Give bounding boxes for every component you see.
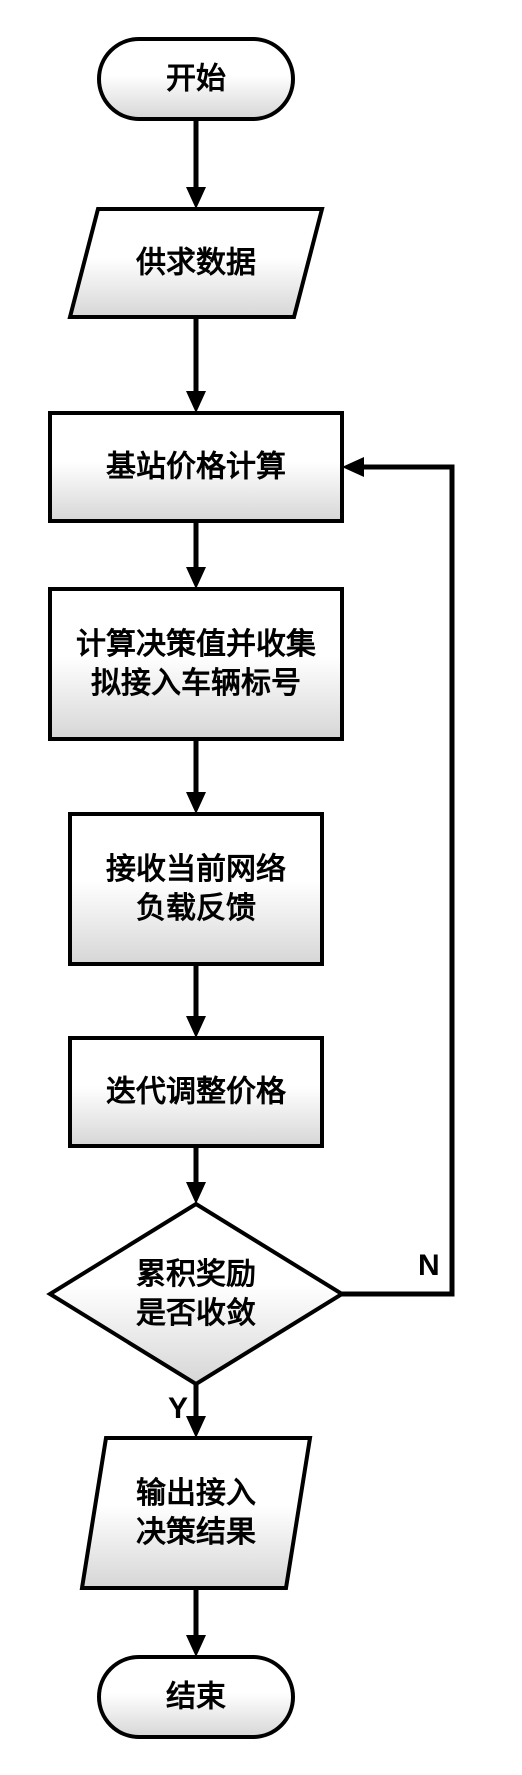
node-proc2: 计算决策值并收集拟接入车辆标号 [50, 589, 342, 739]
node-shape-io_out [82, 1438, 310, 1588]
node-label-proc2: 计算决策值并收集 [76, 627, 317, 661]
node-label-io_in: 供求数据 [135, 247, 256, 280]
node-label-proc1: 基站价格计算 [106, 450, 286, 484]
node-start: 开始 [99, 39, 293, 119]
node-decision: 累积奖励是否收敛 [50, 1204, 342, 1384]
node-label-proc3: 接收当前网络 [106, 852, 286, 886]
node-shape-proc2 [50, 589, 342, 739]
node-label-start: 开始 [166, 63, 226, 96]
node-label-io_out: 决策结果 [136, 1515, 256, 1549]
node-label-proc3: 负载反馈 [136, 892, 256, 925]
node-io_out: 输出接入决策结果 [82, 1438, 310, 1588]
edge-label-N: N [418, 1249, 440, 1282]
node-label-decision: 是否收敛 [136, 1296, 256, 1330]
node-label-proc4: 迭代调整价格 [106, 1076, 287, 1109]
node-proc3: 接收当前网络负载反馈 [70, 814, 322, 964]
node-io_in: 供求数据 [70, 209, 322, 317]
edge-decision-proc1 [342, 467, 452, 1294]
nodes-layer: 开始供求数据基站价格计算计算决策值并收集拟接入车辆标号接收当前网络负载反馈迭代调… [50, 39, 342, 1737]
node-proc1: 基站价格计算 [50, 413, 342, 521]
node-label-io_out: 输出接入 [136, 1477, 256, 1510]
node-end: 结束 [99, 1657, 293, 1737]
node-label-decision: 累积奖励 [136, 1257, 256, 1291]
node-shape-proc3 [70, 814, 322, 964]
node-label-end: 结束 [166, 1681, 226, 1714]
node-label-proc2: 拟接入车辆标号 [91, 666, 301, 700]
flowchart-canvas: YN开始供求数据基站价格计算计算决策值并收集拟接入车辆标号接收当前网络负载反馈迭… [0, 0, 522, 1775]
node-shape-decision [50, 1204, 342, 1384]
edge-label-Y: Y [168, 1392, 188, 1425]
node-proc4: 迭代调整价格 [70, 1038, 322, 1146]
